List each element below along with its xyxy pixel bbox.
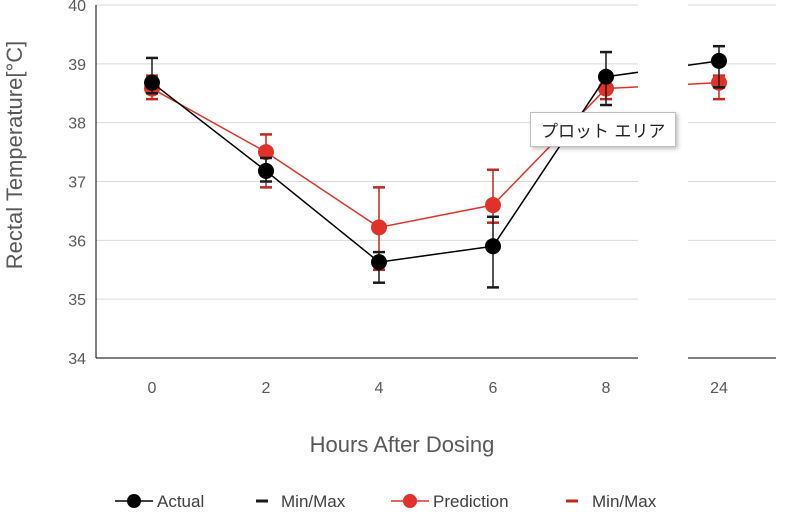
x-tick-label: 2 [262,380,271,397]
series-line-segment [378,204,494,229]
legend-marker-swatch [127,494,141,508]
legend-label: Min/Max [592,492,657,511]
x-axis-title: Hours After Dosing [310,432,495,457]
x-tick-label: 4 [375,380,384,397]
legend-label: Actual [157,492,204,511]
series-line-segment [265,170,380,263]
legend-item: Min/Max [256,492,346,511]
plot-area-tooltip: プロット エリア [530,112,677,147]
legend-label: Min/Max [281,492,346,511]
x-tick-label: 24 [710,380,728,397]
data-point [485,197,501,214]
legend-item: Actual [115,492,204,511]
y-tick-label: 39 [68,57,86,74]
x-tick-label: 6 [489,380,498,397]
y-axis-title: Rectal Temperature[°C] [2,41,27,270]
series-layer [144,44,727,289]
x-tick-labels: 0 2 4 6 8 24 [148,380,728,397]
y-tick-label: 37 [68,175,86,192]
legend-item: Prediction [391,492,509,511]
series-line-segment [151,82,267,172]
series-line-segment [265,151,380,229]
y-tick-label: 34 [68,351,86,368]
y-tick-label: 35 [68,292,86,309]
series-line-segment [378,245,494,263]
legend-label: Prediction [433,492,509,511]
legend-marker-swatch [403,494,417,508]
legend-item: Min/Max [566,492,657,511]
x-tick-label: 8 [602,380,611,397]
y-tick-labels: 34 35 36 37 38 39 40 [68,0,86,368]
y-tick-label: 36 [68,233,86,250]
data-point [258,144,274,161]
series-line-segment [492,76,607,247]
y-tick-label: 40 [68,0,86,15]
data-point [371,254,387,271]
data-point [598,68,614,85]
data-point [144,74,160,91]
y-tick-label: 38 [68,116,86,133]
data-point [371,219,387,236]
series-actual [144,44,727,289]
x-tick-label: 0 [148,380,157,397]
axes [95,5,776,359]
legend: Actual Min/Max Prediction Min/Max [115,492,657,511]
gridlines [96,4,776,300]
data-point [485,238,501,255]
data-point [258,162,274,179]
data-point [711,52,727,69]
series-line-segment [151,87,267,153]
